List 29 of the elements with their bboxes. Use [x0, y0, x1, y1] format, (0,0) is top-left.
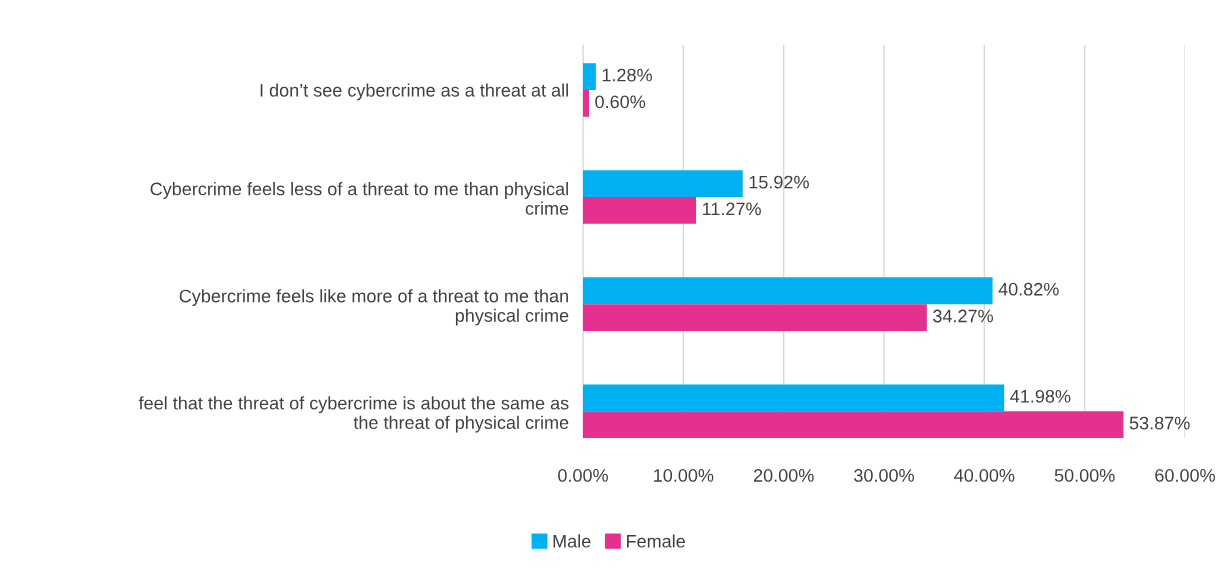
x-tick-label: 50.00%: [1054, 469, 1115, 482]
data-label: 0.60%: [595, 95, 646, 109]
bar: [583, 170, 743, 198]
bar: [583, 89, 590, 117]
bar: [583, 277, 993, 305]
x-tick-label: 10.00%: [654, 469, 714, 482]
bar: [583, 384, 1005, 412]
data-label: 53.87%: [1129, 416, 1190, 430]
bar: [583, 411, 1124, 438]
data-label: 11.27%: [703, 202, 761, 216]
bar: [583, 304, 927, 331]
y-tick-label: Cybercrime feels like more of a threat to me than physical crime: [179, 289, 569, 326]
data-label: 1.28%: [602, 68, 652, 82]
x-tick-label: 30.00%: [854, 469, 914, 482]
bar: [583, 197, 697, 224]
y-tick-label: Cybercrime feels less of a threat to me than physical crime: [150, 182, 569, 215]
legend-label: Female: [627, 534, 685, 548]
x-tick-label: 20.00%: [753, 469, 814, 482]
y-tick-label: feel that the threat of cybercrime is about the same as the threat of physical crime: [138, 396, 569, 433]
data-label: 40.82%: [998, 282, 1059, 296]
data-label: 34.27%: [933, 309, 993, 323]
legend-label: Male: [553, 534, 591, 548]
bar: [583, 63, 596, 90]
x-tick-label: 40.00%: [954, 469, 1015, 482]
data-label: 15.92%: [749, 175, 809, 189]
y-tick-label: I don’t see cybercrime as a threat at all: [260, 83, 568, 101]
x-tick-label: 60.00%: [1155, 469, 1215, 482]
x-tick-label: 0.00%: [558, 469, 608, 482]
data-label: 41.98%: [1010, 389, 1071, 403]
